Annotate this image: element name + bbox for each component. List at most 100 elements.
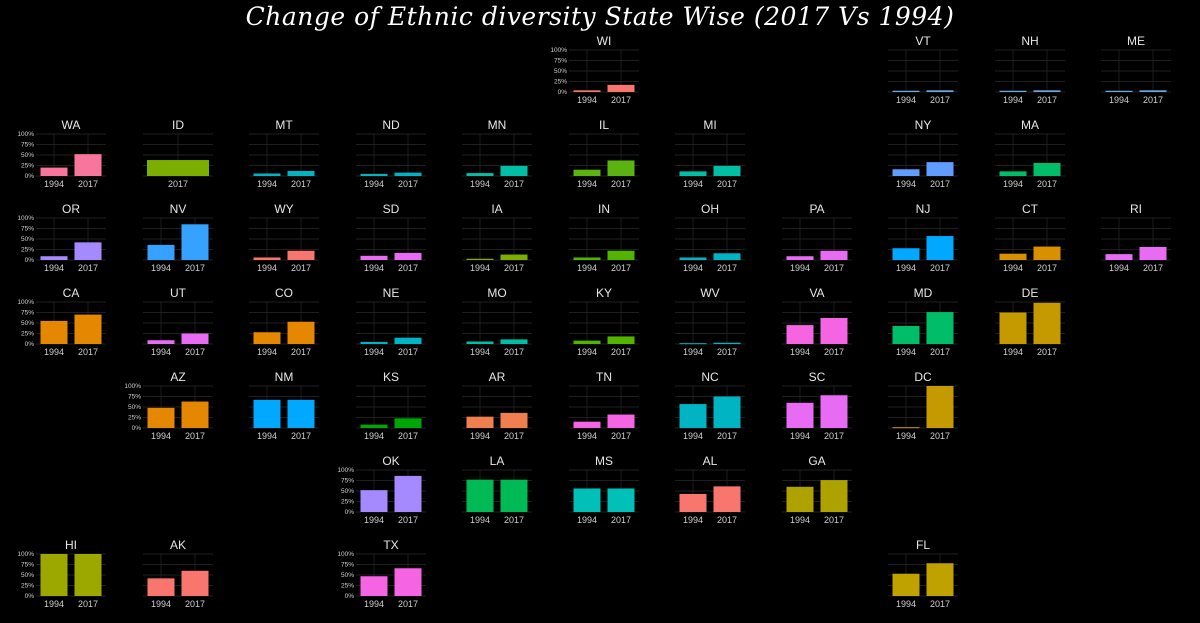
y-tick-label: 100% [17, 131, 34, 138]
state-label: IL [598, 118, 608, 132]
bar-ri-2017 [1139, 246, 1167, 260]
state-panel-ms: MS 1994 2017 [543, 454, 643, 536]
state-label: VT [915, 34, 931, 48]
bar-id-2017 [146, 160, 209, 176]
bar-pa-2017 [820, 250, 847, 260]
bar-mi-2017 [713, 165, 741, 176]
x-tick-label: 2017 [184, 599, 204, 609]
bar-ny-1994 [892, 169, 920, 176]
y-tick-label: 100% [17, 551, 34, 558]
state-plot-ok: OK 100% 75% 50% 25% 0% 1994 2017 [337, 454, 426, 525]
state-plot-hi: HI 100% 75% 50% 25% 0% 1994 2017 [17, 538, 106, 609]
x-tick-label: 2017 [610, 431, 630, 441]
bar-nc-1994 [679, 404, 707, 428]
x-tick-label: 1994 [1002, 263, 1022, 273]
bar-hi-1994 [40, 554, 68, 596]
state-panel-md: MD 1994 2017 [862, 286, 962, 368]
x-tick-label: 2017 [397, 179, 417, 189]
state-panel-ne: NE 1994 2017 [330, 286, 430, 368]
x-tick-label: 2017 [291, 431, 311, 441]
bar-ga-2017 [820, 480, 847, 512]
state-plot-ms: MS 1994 2017 [568, 454, 639, 525]
state-label: MI [703, 118, 716, 132]
state-panel-nc: NC 1994 2017 [649, 370, 749, 452]
state-label: MT [275, 118, 293, 132]
state-label: DE [1021, 286, 1038, 300]
y-tick-label: 100% [17, 215, 34, 222]
bar-mo-2017 [500, 339, 528, 344]
bar-tn-1994 [573, 421, 600, 428]
x-tick-label: 1994 [1109, 263, 1129, 273]
y-tick-label: 25% [127, 415, 140, 422]
x-tick-label: 1994 [576, 179, 596, 189]
state-plot-nm: NM 1994 2017 [249, 370, 319, 441]
x-tick-label: 1994 [363, 179, 383, 189]
x-tick-label: 1994 [789, 515, 809, 525]
x-tick-label: 1994 [150, 263, 170, 273]
y-tick-label: 25% [340, 583, 353, 590]
state-label: KS [382, 370, 398, 384]
state-plot-ar: AR 1994 2017 [462, 370, 532, 441]
state-plot-in: IN 1994 2017 [568, 202, 639, 273]
x-tick-label: 1994 [896, 347, 916, 357]
state-label: OH [701, 202, 719, 216]
bar-oh-1994 [679, 257, 707, 260]
x-tick-label: 2017 [610, 95, 630, 105]
state-plot-mi: MI 1994 2017 [675, 118, 745, 189]
x-tick-label: 2017 [397, 263, 417, 273]
bar-la-2017 [500, 479, 528, 512]
state-label: NJ [916, 202, 931, 216]
x-tick-label: 1994 [150, 599, 170, 609]
bar-fl-1994 [892, 573, 920, 596]
x-tick-label: 1994 [470, 263, 490, 273]
x-tick-label: 1994 [789, 431, 809, 441]
state-label: UT [170, 286, 187, 300]
y-tick-label: 75% [553, 58, 566, 65]
x-tick-label: 2017 [930, 263, 950, 273]
state-plot-tn: TN 1994 2017 [568, 370, 639, 441]
state-panel-nd: ND 1994 2017 [330, 118, 430, 200]
x-tick-label: 1994 [363, 515, 383, 525]
y-tick-label: 50% [340, 572, 353, 579]
y-tick-label: 50% [127, 404, 140, 411]
x-tick-label: 2017 [930, 95, 950, 105]
x-tick-label: 2017 [717, 515, 737, 525]
state-plot-ct: CT 1994 2017 [994, 202, 1065, 273]
state-plot-me: ME 1994 2017 [1101, 34, 1171, 105]
bar-il-2017 [607, 160, 634, 176]
x-tick-label: 2017 [397, 431, 417, 441]
bar-de-1994 [999, 312, 1026, 344]
state-panel-ks: KS 1994 2017 [330, 370, 430, 452]
state-plot-nv: NV 1994 2017 [142, 202, 213, 273]
x-tick-label: 2017 [610, 179, 630, 189]
state-plot-mn: MN 1994 2017 [462, 118, 532, 189]
state-plot-ky: KY 1994 2017 [568, 286, 639, 357]
x-tick-label: 2017 [717, 263, 737, 273]
x-tick-label: 1994 [576, 95, 596, 105]
x-tick-label: 2017 [504, 431, 524, 441]
bar-az-1994 [147, 407, 174, 428]
bar-ct-2017 [1033, 246, 1060, 260]
y-tick-label: 0% [25, 593, 35, 600]
bar-nm-2017 [287, 399, 315, 428]
x-tick-label: 1994 [44, 599, 64, 609]
state-plot-ut: UT 1994 2017 [142, 286, 213, 357]
state-plot-dc: DC 1994 2017 [888, 370, 958, 441]
x-tick-label: 1994 [363, 599, 383, 609]
x-tick-label: 1994 [896, 599, 916, 609]
x-tick-label: 2017 [823, 515, 843, 525]
state-panel-fl: FL 1994 2017 [862, 538, 962, 620]
x-tick-label: 1994 [1002, 95, 1022, 105]
state-panel-vt: VT 1994 2017 [862, 34, 962, 116]
x-tick-label: 1994 [683, 179, 703, 189]
state-plot-nc: NC 1994 2017 [675, 370, 745, 441]
bar-ne-1994 [360, 341, 387, 344]
state-panel-ct: CT 1994 2017 [969, 202, 1069, 284]
x-tick-label: 1994 [683, 347, 703, 357]
state-label: MN [488, 118, 507, 132]
state-panel-wi: WI 100% 75% 50% 25% 0% 1994 2017 [543, 34, 643, 116]
state-label: WY [274, 202, 293, 216]
y-tick-label: 100% [550, 47, 567, 54]
bar-ia-1994 [466, 258, 494, 260]
y-tick-label: 0% [557, 89, 567, 96]
